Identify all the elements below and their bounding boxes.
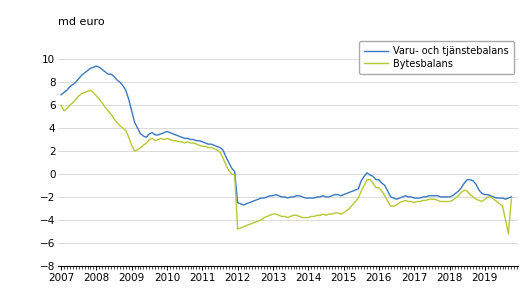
- Bytesbalans: [217, 150, 223, 154]
- Line: Bytesbalans: Bytesbalans: [61, 90, 512, 234]
- Bytesbalans: [446, 200, 453, 203]
- Bytesbalans: [87, 88, 94, 92]
- Legend: Varu- och tjänstebalans, Bytesbalans: Varu- och tjänstebalans, Bytesbalans: [359, 41, 514, 74]
- Bytesbalans: [346, 207, 353, 210]
- Text: md euro: md euro: [58, 17, 105, 27]
- Varu- och tjänstebalans: [220, 148, 226, 152]
- Bytesbalans: [396, 201, 403, 204]
- Varu- och tjänstebalans: [217, 146, 223, 149]
- Bytesbalans: [220, 156, 226, 160]
- Bytesbalans: [505, 232, 512, 236]
- Varu- och tjänstebalans: [240, 203, 247, 207]
- Bytesbalans: [428, 198, 435, 201]
- Varu- och tjänstebalans: [508, 195, 515, 199]
- Bytesbalans: [508, 198, 515, 201]
- Varu- och tjänstebalans: [58, 93, 64, 97]
- Varu- och tjänstebalans: [349, 189, 355, 193]
- Varu- och tjänstebalans: [432, 194, 438, 198]
- Line: Varu- och tjänstebalans: Varu- och tjänstebalans: [61, 66, 512, 205]
- Varu- och tjänstebalans: [399, 195, 406, 199]
- Bytesbalans: [58, 103, 64, 107]
- Varu- och tjänstebalans: [93, 64, 99, 68]
- Varu- och tjänstebalans: [449, 194, 455, 198]
